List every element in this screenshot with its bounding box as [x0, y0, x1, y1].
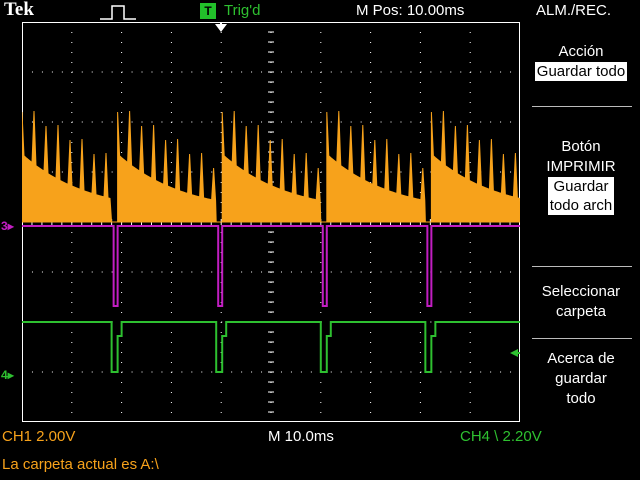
print-button-value-line2: todo arch — [549, 197, 613, 214]
ch3-waveform — [22, 225, 520, 307]
horizontal-position: M Pos: 10.00ms — [356, 2, 465, 19]
ch4-marker-label: 4 — [1, 368, 8, 382]
ch4-marker[interactable]: 4▸ — [1, 368, 14, 382]
side-menu: Acción Guardar todo Botón IMPRIMIR Guard… — [522, 22, 640, 422]
ch1-scale: CH1 2.00V — [2, 428, 76, 445]
print-button-label-line2: IMPRIMIR — [546, 158, 616, 175]
run-pulse-icon — [100, 5, 136, 20]
trigger-position-stem — [220, 22, 222, 24]
about-line1: Acerca de — [547, 350, 615, 367]
folder-message: La carpeta actual es A:\ — [2, 456, 159, 473]
ch4-waveform — [22, 321, 520, 373]
trigger-status: Trig'd — [224, 2, 261, 19]
ch3-marker[interactable]: 3▸ — [1, 219, 14, 233]
brand-logo: Tek — [4, 0, 34, 20]
select-folder-line1: Seleccionar — [541, 283, 621, 300]
action-label: Acción — [558, 43, 604, 60]
ch3-marker-label: 3 — [1, 219, 8, 233]
action-value: Guardar todo — [534, 62, 628, 81]
top-status-bar: Tek T Trig'd M Pos: 10.00ms ALM./REC. — [0, 0, 640, 22]
trigger-level-icon — [510, 349, 518, 357]
about-line3: todo — [566, 390, 596, 407]
menu-divider — [532, 106, 632, 107]
ch4-trigger-level: CH4 \ 2.20V — [460, 428, 542, 445]
waveform-display — [22, 22, 520, 422]
menu-title: ALM./REC. — [536, 2, 612, 19]
trigger-position-icon — [215, 24, 227, 32]
about-save-all-button[interactable]: Acerca de guardar todo — [522, 349, 640, 409]
action-option[interactable]: Acción Guardar todo — [522, 42, 640, 82]
bottom-status-bar: CH1 2.00V M 10.0ms CH4 \ 2.20V La carpet… — [0, 424, 640, 480]
print-button-value-line1: Guardar — [553, 178, 609, 195]
print-button-label-line1: Botón — [561, 138, 601, 155]
select-folder-button[interactable]: Seleccionar carpeta — [522, 282, 640, 322]
select-folder-line2: carpeta — [555, 303, 607, 320]
trigger-level-stem — [516, 352, 520, 354]
print-button-option[interactable]: Botón IMPRIMIR Guardar todo arch — [522, 137, 640, 216]
menu-divider — [532, 266, 632, 267]
menu-divider — [532, 338, 632, 339]
timebase: M 10.0ms — [268, 428, 334, 445]
print-button-value: Guardar todo arch — [547, 177, 615, 215]
trigger-icon: T — [200, 3, 216, 19]
ch1-waveform — [22, 110, 520, 223]
about-line2: guardar — [555, 370, 607, 387]
